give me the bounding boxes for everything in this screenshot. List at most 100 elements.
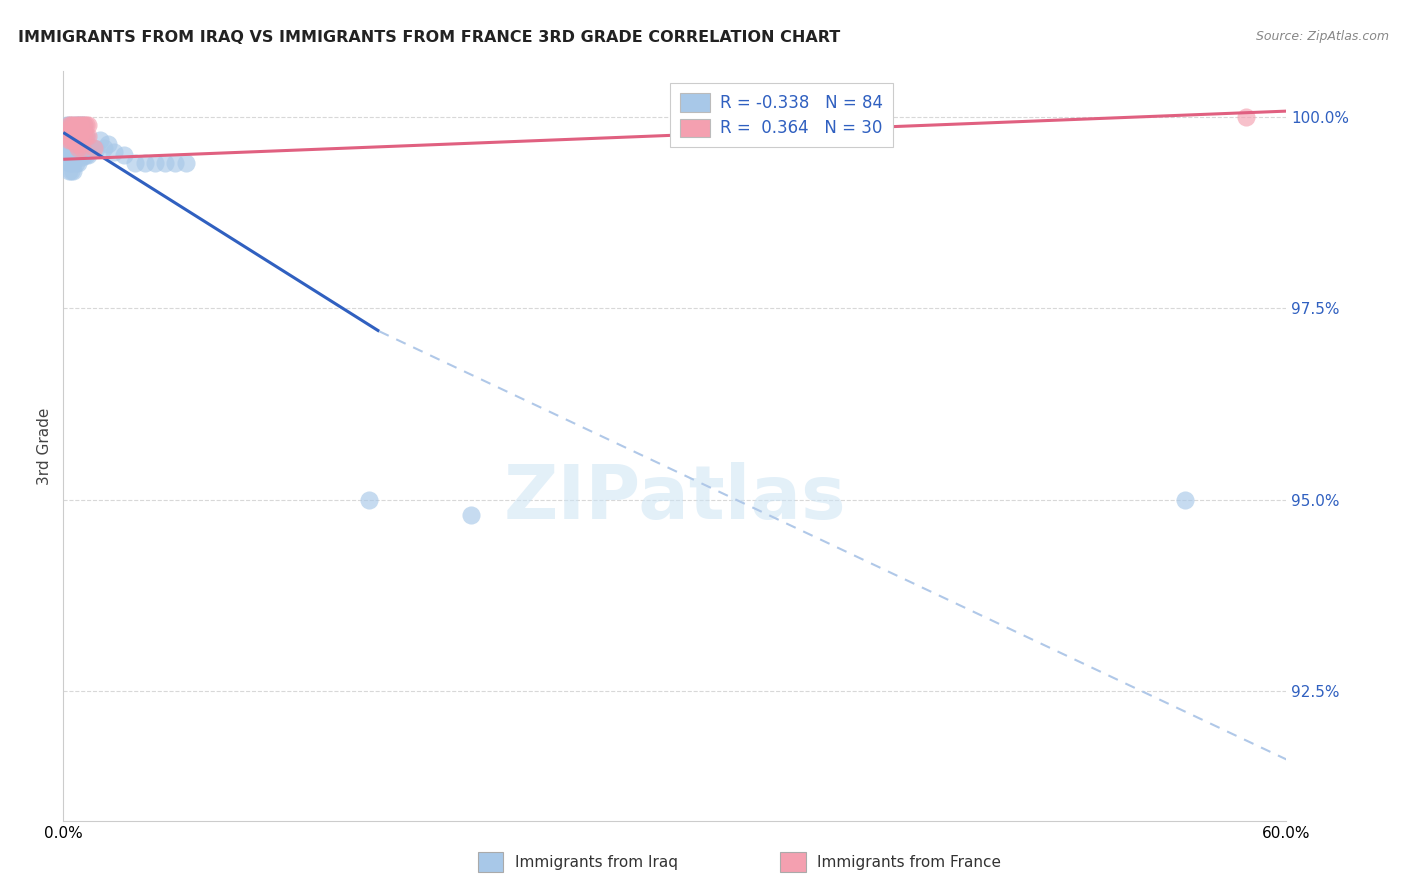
Point [60, 133, 83, 147]
Point [66, 141, 89, 155]
Point [73, 118, 96, 132]
Point [60, 129, 83, 144]
Point [83, 141, 105, 155]
Point [70, 118, 93, 132]
Point [1234, 110, 1257, 124]
Point [1174, 492, 1197, 507]
Point [56, 129, 79, 144]
Point [62, 148, 84, 162]
Point [58, 141, 80, 155]
Point [357, 492, 380, 507]
Point [58, 120, 80, 134]
Point [89, 133, 111, 147]
Point [75, 141, 97, 155]
Point [73, 118, 96, 132]
Point [114, 148, 135, 162]
Point [62, 141, 84, 155]
Point [56, 121, 79, 136]
Point [58, 121, 80, 136]
Point [73, 129, 96, 144]
Point [76, 118, 98, 132]
Point [56, 129, 79, 144]
Point [66, 133, 89, 147]
Point [65, 141, 87, 155]
Point [70, 126, 93, 140]
Point [62, 118, 84, 132]
Point [58, 148, 80, 162]
Point [58, 163, 80, 178]
Point [97, 136, 120, 151]
Point [124, 156, 146, 170]
Point [70, 136, 93, 151]
Point [65, 121, 87, 136]
Point [62, 133, 84, 147]
Point [80, 141, 103, 155]
Point [70, 129, 93, 144]
Text: Source: ZipAtlas.com: Source: ZipAtlas.com [1256, 30, 1389, 44]
Point [58, 118, 80, 132]
Point [60, 148, 83, 162]
Point [58, 129, 80, 144]
Point [174, 156, 197, 170]
Point [76, 129, 98, 144]
Point [65, 129, 87, 144]
Point [73, 129, 96, 144]
Point [65, 148, 87, 162]
Point [69, 121, 91, 136]
Point [58, 121, 80, 136]
Point [70, 118, 93, 132]
Point [58, 133, 80, 147]
Point [73, 121, 96, 136]
Point [60, 118, 83, 132]
Point [60, 121, 83, 136]
Point [60, 120, 83, 134]
Point [56, 133, 79, 147]
Point [165, 156, 187, 170]
Text: Immigrants from Iraq: Immigrants from Iraq [515, 855, 678, 870]
Point [76, 141, 98, 155]
Point [60, 126, 83, 140]
Y-axis label: 3rd Grade: 3rd Grade [37, 408, 52, 484]
Point [134, 156, 156, 170]
Text: Immigrants from France: Immigrants from France [817, 855, 1001, 870]
Point [58, 123, 80, 137]
Point [75, 148, 97, 162]
Point [66, 129, 89, 144]
Point [70, 150, 93, 164]
Point [65, 118, 87, 132]
Point [62, 133, 84, 147]
Point [70, 141, 93, 155]
Point [60, 163, 83, 178]
Point [70, 142, 93, 156]
Point [69, 141, 91, 155]
Point [58, 156, 80, 170]
Point [143, 156, 166, 170]
Point [153, 156, 177, 170]
Point [60, 141, 83, 155]
Point [69, 136, 91, 151]
Point [65, 126, 87, 140]
Point [75, 129, 97, 144]
Point [76, 148, 98, 162]
Point [62, 163, 84, 178]
Text: IMMIGRANTS FROM IRAQ VS IMMIGRANTS FROM FRANCE 3RD GRADE CORRELATION CHART: IMMIGRANTS FROM IRAQ VS IMMIGRANTS FROM … [18, 30, 841, 45]
Point [84, 142, 107, 156]
Point [73, 136, 96, 151]
Point [56, 118, 79, 132]
Point [103, 145, 125, 159]
Point [93, 141, 115, 155]
Point [460, 508, 482, 522]
Point [62, 118, 84, 132]
Point [60, 156, 83, 170]
Point [58, 118, 80, 132]
Point [70, 121, 93, 136]
Point [58, 133, 80, 147]
Point [66, 156, 89, 170]
Point [75, 136, 97, 151]
Point [65, 133, 87, 147]
Point [65, 118, 87, 132]
Point [65, 136, 87, 151]
Point [62, 126, 84, 140]
Point [66, 121, 89, 136]
Point [73, 141, 96, 155]
